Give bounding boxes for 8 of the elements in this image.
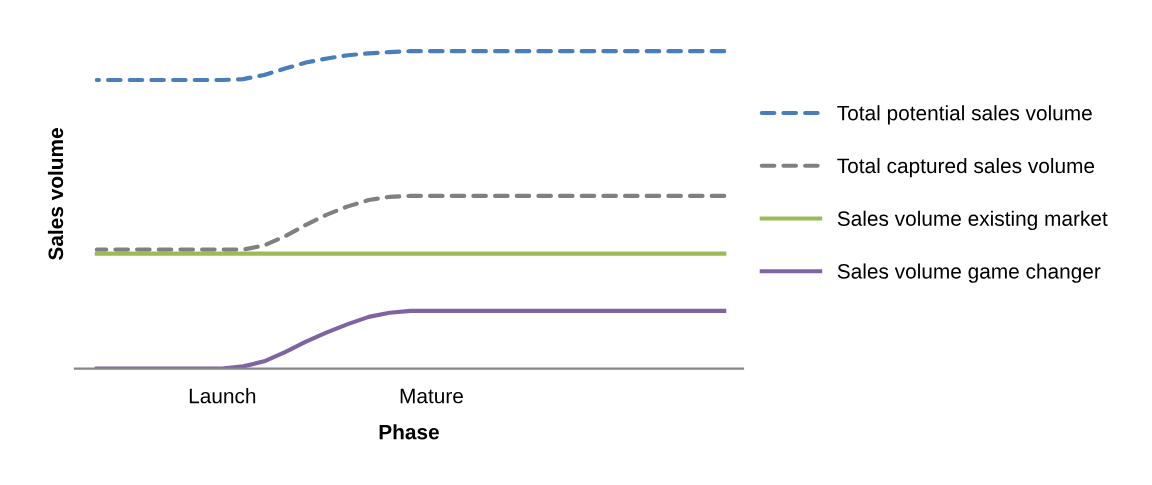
x-tick-label: Mature	[400, 388, 463, 404]
legend-label: Total potential sales volume	[837, 105, 1092, 125]
x-tick-label: Launch	[189, 388, 256, 404]
y-axis-title: Sales volume	[47, 128, 64, 260]
x-axis-title: Phase	[379, 424, 439, 440]
legend-label: Total captured sales volume	[837, 157, 1095, 178]
legend-label: Sales volume existing market	[837, 210, 1108, 231]
legend-label: Sales volume game changer	[837, 263, 1101, 283]
